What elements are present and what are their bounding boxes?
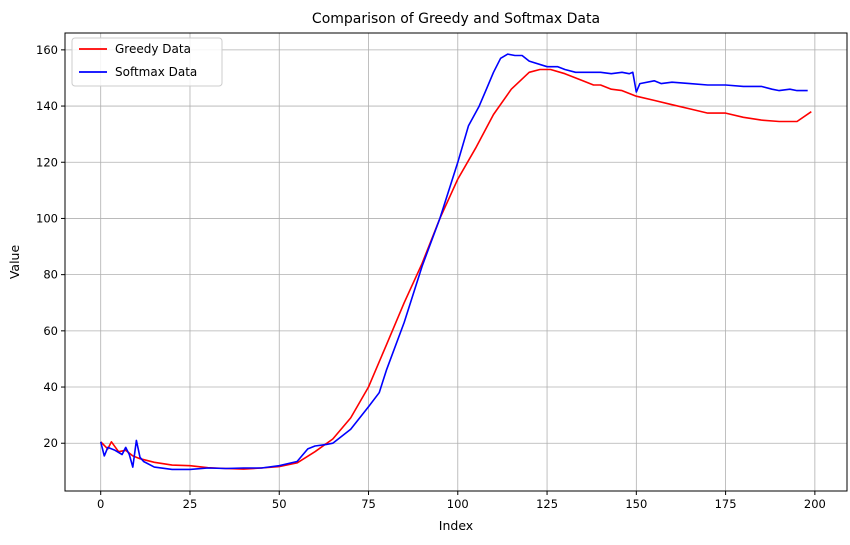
y-tick-label: 60 xyxy=(43,324,58,338)
x-tick-label: 25 xyxy=(183,497,198,511)
y-tick-label: 140 xyxy=(36,99,58,113)
x-tick-label: 0 xyxy=(97,497,104,511)
x-tick-label: 75 xyxy=(361,497,376,511)
series-line-softmax xyxy=(99,53,808,471)
y-tick-label: 100 xyxy=(36,211,58,225)
x-tick-label: 50 xyxy=(272,497,287,511)
y-axis-label: Value xyxy=(7,245,22,280)
x-tick-label: 100 xyxy=(447,497,469,511)
y-tick-label: 160 xyxy=(36,43,58,57)
y-tick-label: 80 xyxy=(43,268,58,282)
series-line-greedy xyxy=(100,68,812,470)
y-axis: 20 40 60 80 100 120 140 160 xyxy=(36,43,65,450)
x-tick-label: 200 xyxy=(804,497,826,511)
x-tick-label: 175 xyxy=(715,497,737,511)
legend-box xyxy=(71,37,223,87)
y-tick-label: 40 xyxy=(43,380,58,394)
legend: Greedy Data Softmax Data xyxy=(71,37,223,87)
grid-lines xyxy=(65,33,847,491)
y-tick-label: 120 xyxy=(36,155,58,169)
x-tick-label: 125 xyxy=(536,497,558,511)
chart-title: Comparison of Greedy and Softmax Data xyxy=(312,11,600,27)
legend-label-greedy: Greedy Data xyxy=(115,42,191,56)
x-axis-label: Index xyxy=(439,518,473,533)
x-axis: 0 25 50 75 100 125 150 175 200 xyxy=(97,491,826,511)
x-tick-label: 150 xyxy=(625,497,647,511)
series-layer xyxy=(99,53,812,471)
plot-frame xyxy=(64,32,848,492)
y-tick-label: 20 xyxy=(43,436,58,450)
legend-label-softmax: Softmax Data xyxy=(115,65,197,79)
